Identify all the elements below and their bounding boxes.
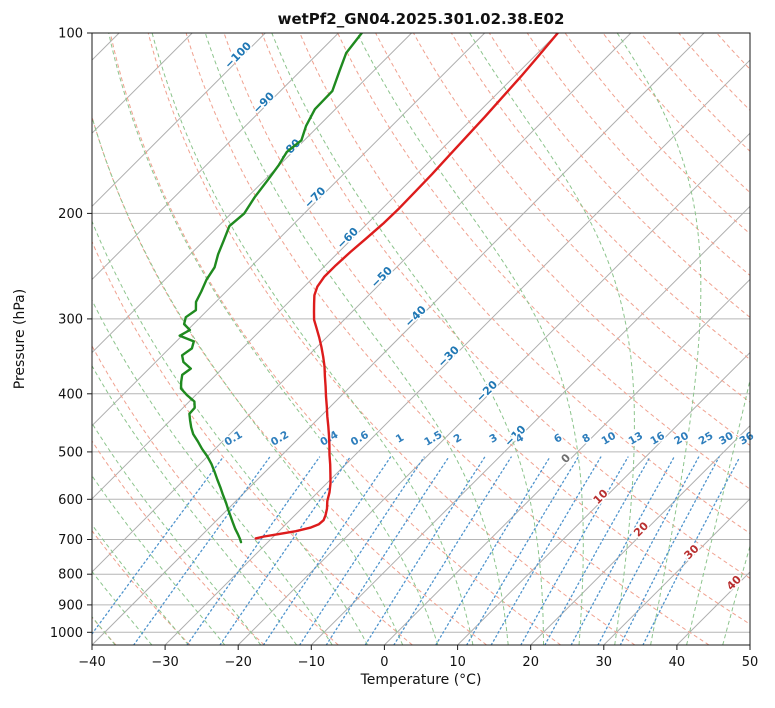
svg-text:400: 400 — [58, 387, 83, 402]
svg-text:−30: −30 — [151, 655, 178, 670]
svg-text:100: 100 — [58, 27, 83, 42]
svg-text:800: 800 — [58, 568, 83, 583]
svg-text:10: 10 — [449, 655, 466, 670]
svg-text:0.1: 0.1 — [223, 429, 245, 449]
svg-text:−10: −10 — [298, 655, 325, 670]
svg-text:300: 300 — [58, 312, 83, 327]
svg-text:600: 600 — [58, 493, 83, 508]
mixing-ratio-labels: 0.1 0.2 0.4 0.6 1 1.5 2 3 4 6 8 10 13 16 20 25 30 36 — [221, 427, 758, 450]
dry-adiabat-lines — [92, 33, 750, 645]
svg-text:−40: −40 — [402, 303, 429, 330]
y-axis-label: Pressure (hPa) — [12, 288, 28, 390]
svg-text:20: 20 — [672, 430, 691, 448]
svg-text:900: 900 — [58, 598, 83, 613]
svg-text:13: 13 — [626, 430, 645, 448]
mixing-ratio-lines — [92, 456, 741, 645]
svg-text:700: 700 — [58, 533, 83, 548]
svg-text:6: 6 — [552, 432, 564, 446]
x-axis-label: Temperature (°C) — [360, 672, 482, 688]
svg-text:30: 30 — [682, 542, 702, 562]
svg-text:16: 16 — [648, 430, 667, 448]
svg-text:−50: −50 — [368, 264, 395, 291]
svg-text:40: 40 — [669, 655, 686, 670]
pressure-gridlines — [92, 32, 750, 633]
svg-text:−20: −20 — [224, 655, 251, 670]
svg-text:1000: 1000 — [50, 626, 83, 641]
svg-text:−90: −90 — [250, 89, 277, 116]
svg-text:500: 500 — [58, 445, 83, 460]
svg-text:36: 36 — [737, 430, 756, 448]
svg-text:25: 25 — [697, 430, 716, 448]
chart-title: wetPf2_GN04.2025.301.02.38.E02 — [277, 10, 565, 28]
svg-text:−70: −70 — [302, 184, 329, 211]
dewpoint-profile — [178, 33, 363, 544]
svg-text:50: 50 — [742, 655, 759, 670]
svg-text:−30: −30 — [435, 343, 462, 370]
svg-text:20: 20 — [522, 655, 539, 670]
svg-text:10: 10 — [591, 487, 611, 507]
axis-ticks-and-labels: −40 −30 −20 −10 0 10 20 30 40 5010020030040050060… — [50, 27, 758, 671]
svg-text:−20: −20 — [474, 378, 501, 405]
svg-text:1: 1 — [394, 432, 406, 446]
svg-text:3: 3 — [487, 432, 499, 446]
svg-text:−100: −100 — [222, 39, 254, 71]
svg-text:200: 200 — [58, 207, 83, 222]
isotherm-lines — [92, 33, 750, 645]
svg-text:−40: −40 — [78, 655, 105, 670]
svg-text:2: 2 — [452, 432, 464, 446]
plot-frame — [91, 32, 751, 646]
svg-text:0.2: 0.2 — [269, 429, 291, 449]
svg-text:0.6: 0.6 — [349, 429, 371, 449]
svg-text:30: 30 — [596, 655, 613, 670]
svg-text:20: 20 — [631, 519, 651, 539]
temperature-profile — [254, 33, 559, 540]
moist-adiabat-lines — [92, 33, 750, 645]
svg-text:0: 0 — [380, 655, 388, 670]
